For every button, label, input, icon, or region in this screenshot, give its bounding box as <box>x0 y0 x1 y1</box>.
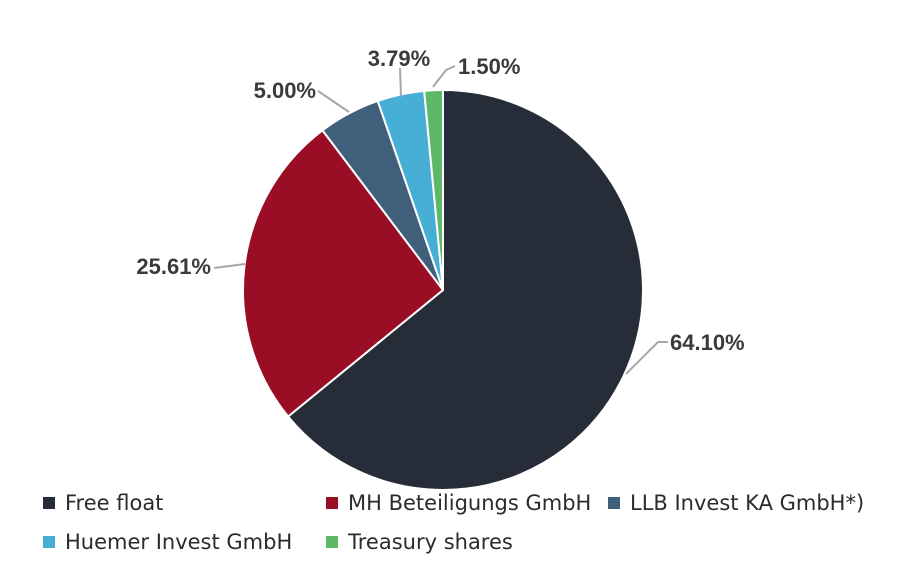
legend-swatch-mh-beteiligungs <box>326 497 338 509</box>
legend-item-mh-beteiligungs: MH Beteiligungs GmbH <box>326 491 591 515</box>
data-label-free-float: 64.10% <box>670 330 745 355</box>
legend-item-treasury-shares: Treasury shares <box>326 530 513 554</box>
legend-swatch-free-float <box>43 497 55 509</box>
legend-item-huemer-invest: Huemer Invest GmbH <box>43 530 292 554</box>
leader-line-llb-invest <box>317 90 350 113</box>
legend-label-treasury-shares: Treasury shares <box>348 530 513 554</box>
leader-line-free-float <box>625 341 668 375</box>
legend-swatch-huemer-invest <box>43 536 55 548</box>
leader-line-treasury-shares <box>432 65 456 88</box>
legend-swatch-treasury-shares <box>326 536 338 548</box>
pie-slice-mh-beteiligungs <box>242 128 445 418</box>
legend-label-free-float: Free float <box>65 491 164 515</box>
pie-slice-treasury-shares <box>423 88 444 291</box>
legend-item-free-float: Free float <box>43 491 163 515</box>
leader-line-huemer-invest <box>399 67 402 98</box>
legend-item-llb-invest: LLB Invest KA GmbH*) <box>608 491 864 515</box>
data-label-llb-invest: 5.00% <box>254 78 316 103</box>
legend-label-mh-beteiligungs: MH Beteiligungs GmbH <box>348 491 592 515</box>
data-label-mh-beteiligungs: 25.61% <box>136 254 211 279</box>
pie-slice-free-float <box>286 88 645 491</box>
legend-swatch-llb-invest <box>608 497 620 509</box>
leader-line-mh-beteiligungs <box>213 263 246 269</box>
data-label-treasury-shares: 1.50% <box>458 54 520 79</box>
data-label-huemer-invest: 3.79% <box>368 46 430 71</box>
legend-label-huemer-invest: Huemer Invest GmbH <box>65 530 293 554</box>
legend-label-llb-invest: LLB Invest KA GmbH*) <box>630 491 865 515</box>
